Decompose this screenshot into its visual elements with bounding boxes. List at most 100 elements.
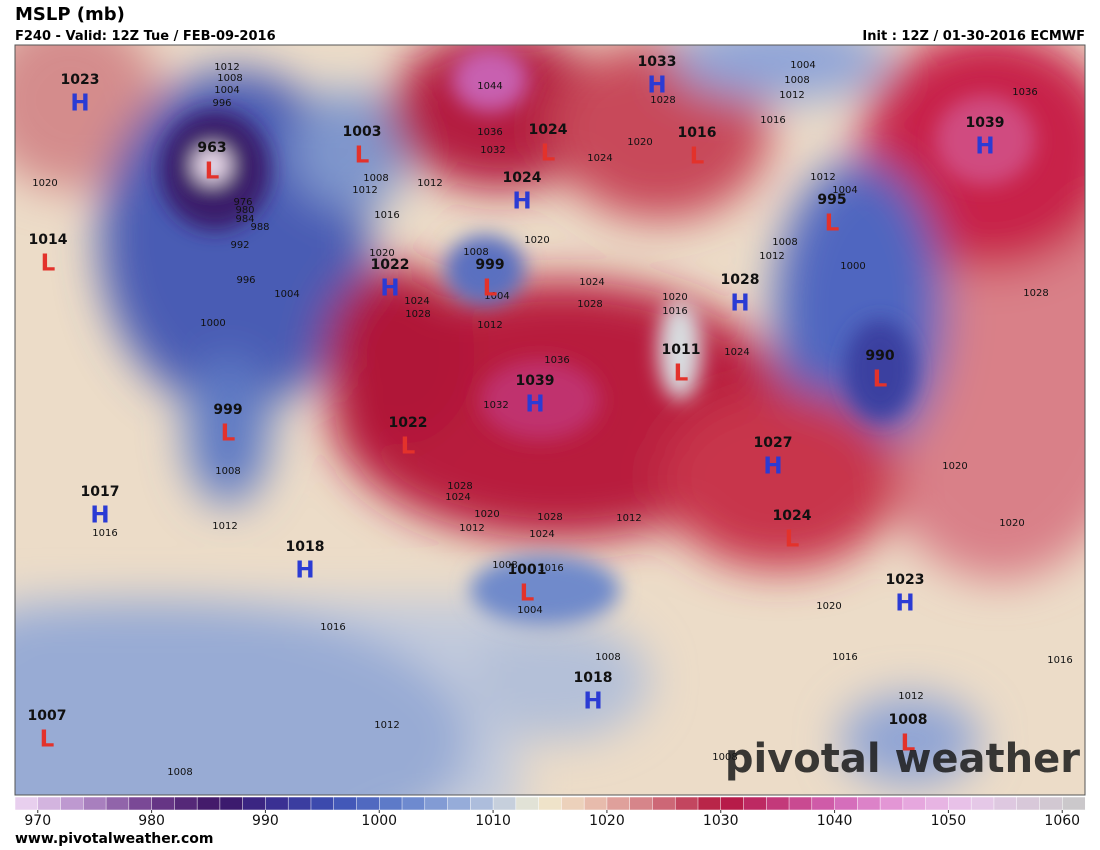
center-pressure: 1001	[508, 562, 547, 578]
colorbar-cell	[766, 796, 790, 811]
colorbar-tick-label: 1040	[817, 813, 853, 829]
colorbar: 970 980 990 1000 1010 1020 1030 1040 1050 1060	[14, 796, 1086, 829]
colorbar-cell	[470, 796, 494, 811]
isobar-label: 1036	[544, 355, 569, 366]
center-pressure: 1028	[721, 272, 760, 288]
center-letter: H	[763, 454, 782, 480]
isobar-label: 1012	[212, 521, 237, 532]
center-pressure: 1008	[889, 712, 928, 728]
isobar-label: 1020	[662, 292, 687, 303]
watermark: pivotal weather	[725, 736, 1080, 782]
isobar-label: 1012	[214, 62, 239, 73]
center-pressure: 1024	[503, 170, 542, 186]
isobar-label: 1020	[474, 509, 499, 520]
isobar-label: 1024	[404, 296, 429, 307]
center-pressure: 963	[197, 140, 226, 156]
isobar-label: 1024	[724, 347, 749, 358]
center-letter: L	[355, 143, 370, 169]
isobar-label: 1024	[529, 529, 554, 540]
colorbar-tick-label: 1000	[361, 813, 397, 829]
center-letter: L	[825, 211, 840, 237]
center-letter: H	[525, 392, 544, 418]
isobar-label: 1020	[32, 178, 57, 189]
isobar-label: 1008	[463, 247, 488, 258]
colorbar-cell	[424, 796, 449, 811]
colorbar-cell	[538, 796, 562, 811]
isobar-label: 988	[250, 222, 269, 233]
colorbar-cell	[720, 796, 745, 811]
center-letter: L	[674, 361, 689, 387]
isobar-label: 996	[212, 98, 231, 109]
colorbar-cell	[379, 796, 403, 811]
isobar-label: 1000	[200, 318, 225, 329]
isobar-label: 1020	[816, 601, 841, 612]
colorbar-cell	[697, 796, 722, 811]
colorbar-cell	[492, 796, 517, 811]
isobar-label: 1036	[1012, 87, 1037, 98]
colorbar-tick-label: 990	[252, 813, 279, 829]
center-letter: H	[90, 503, 109, 529]
footer-url: www.pivotalweather.com	[15, 831, 214, 847]
isobar-label: 1024	[579, 277, 604, 288]
center-letter: L	[873, 367, 888, 393]
center-pressure: 1018	[286, 539, 325, 555]
valid-time: F240 - Valid: 12Z Tue / FEB-09-2016	[15, 29, 276, 44]
colorbar-cell	[948, 796, 972, 811]
center-pressure: 1023	[886, 572, 925, 588]
isobar-label: 1016	[538, 563, 563, 574]
isobar-label: 1020	[627, 137, 652, 148]
colorbar-cell	[561, 796, 585, 811]
colorbar-cell	[652, 796, 676, 811]
center-letter: H	[583, 689, 602, 715]
colorbar-tick-label: 1010	[475, 813, 511, 829]
isobar-label: 1012	[616, 513, 641, 524]
isobar-label: 1032	[480, 145, 505, 156]
colorbar-cell	[902, 796, 927, 811]
isobar-label: 1012	[898, 691, 923, 702]
center-letter: H	[295, 558, 314, 584]
colorbar-cell	[265, 796, 289, 811]
center-letter: L	[541, 141, 556, 167]
colorbar-cell	[606, 796, 631, 811]
center-letter: H	[895, 591, 914, 617]
colorbar-cell	[515, 796, 540, 811]
isobar-label: 1012	[374, 720, 399, 731]
isobar-label: 1016	[92, 528, 117, 539]
colorbar-cell	[401, 796, 426, 811]
center-letter: H	[975, 134, 994, 160]
isobar-label: 992	[230, 240, 249, 251]
colorbar-cell	[356, 796, 380, 811]
isobar-label: 1004	[790, 60, 815, 71]
isobar-label: 1016	[374, 210, 399, 221]
colorbar-cell	[447, 796, 471, 811]
center-pressure: 1024	[773, 508, 812, 524]
init-time: Init : 12Z / 01-30-2016 ECMWF	[862, 29, 1085, 44]
colorbar-tick-label: 1050	[931, 813, 967, 829]
isobar-label: 1012	[759, 251, 784, 262]
center-pressure: 1033	[638, 54, 677, 70]
isobar-label: 1008	[712, 752, 737, 763]
map-frame	[14, 44, 1086, 796]
center-pressure: 995	[817, 192, 846, 208]
center-letter: L	[205, 159, 220, 185]
center-pressure: 1022	[371, 257, 410, 273]
colorbar-cell	[219, 796, 244, 811]
isobar-label: 1028	[447, 481, 472, 492]
isobar-label: 980	[235, 205, 254, 216]
colorbar-tick-label: 970	[24, 813, 51, 829]
isobar-label: 1004	[517, 605, 542, 616]
isobar-label: 1028	[537, 512, 562, 523]
isobar-label: 1024	[445, 492, 470, 503]
center-pressure: 1007	[28, 708, 67, 724]
colorbar-tick-label: 1060	[1044, 813, 1080, 829]
isobar-label: 984	[235, 214, 254, 225]
isobar-label: 1012	[477, 320, 502, 331]
colorbar-cell	[925, 796, 949, 811]
isobar-label: 1016	[662, 306, 687, 317]
colorbar-cell	[743, 796, 767, 811]
isobar-label: 1032	[483, 400, 508, 411]
center-letter: L	[401, 434, 416, 460]
